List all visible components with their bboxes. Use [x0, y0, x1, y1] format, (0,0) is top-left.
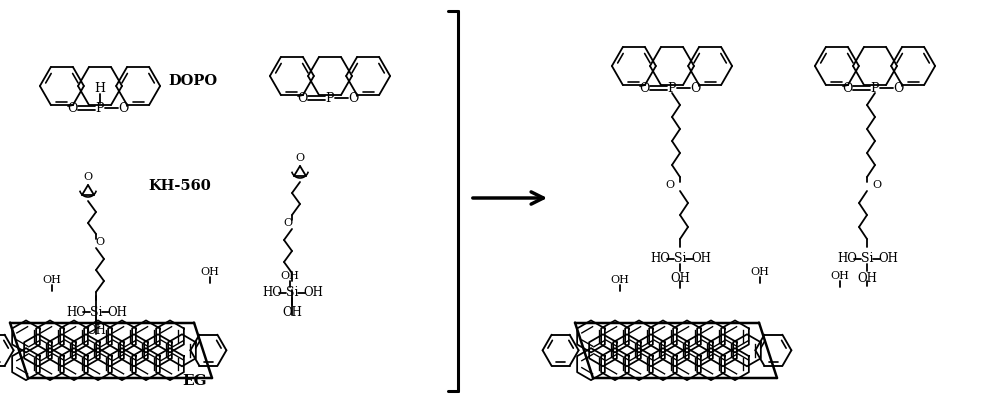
Text: O: O: [665, 180, 675, 190]
Text: O: O: [83, 172, 93, 182]
Text: O: O: [893, 82, 903, 95]
Text: Si: Si: [90, 305, 102, 318]
Text: OH: OH: [303, 286, 323, 299]
Text: HO: HO: [262, 286, 282, 299]
Text: O: O: [639, 82, 649, 95]
Text: O: O: [842, 82, 852, 95]
Text: Si: Si: [286, 286, 298, 299]
Text: EG: EG: [183, 374, 207, 388]
Text: OH: OH: [831, 271, 849, 281]
Text: OH: OH: [43, 275, 61, 285]
Text: O: O: [348, 91, 358, 105]
Text: H: H: [95, 82, 106, 95]
Text: OH: OH: [878, 253, 898, 265]
Text: DOPO: DOPO: [168, 74, 217, 88]
Text: P: P: [871, 82, 879, 95]
Text: O: O: [297, 91, 307, 105]
Text: OH: OH: [751, 267, 769, 277]
Text: O: O: [690, 82, 700, 95]
Text: OH: OH: [857, 272, 877, 284]
Text: Si: Si: [674, 253, 686, 265]
Text: P: P: [326, 91, 334, 105]
Text: OH: OH: [670, 272, 690, 284]
Text: KH-560: KH-560: [148, 179, 211, 193]
Text: O: O: [295, 153, 305, 163]
Text: O: O: [118, 101, 128, 114]
Text: OH: OH: [201, 267, 219, 277]
Text: OH: OH: [86, 324, 106, 337]
Text: P: P: [668, 82, 676, 95]
Text: P: P: [96, 101, 104, 114]
Text: O: O: [283, 218, 293, 228]
Text: OH: OH: [107, 305, 127, 318]
Text: O: O: [872, 180, 882, 190]
Text: O: O: [67, 101, 77, 114]
Text: HO: HO: [650, 253, 670, 265]
Text: HO: HO: [66, 305, 86, 318]
Text: OH: OH: [691, 253, 711, 265]
Text: OH: OH: [282, 305, 302, 318]
Text: OH: OH: [281, 271, 299, 281]
Text: O: O: [95, 237, 105, 247]
Text: Si: Si: [861, 253, 873, 265]
Text: HO: HO: [837, 253, 857, 265]
Text: OH: OH: [611, 275, 629, 285]
